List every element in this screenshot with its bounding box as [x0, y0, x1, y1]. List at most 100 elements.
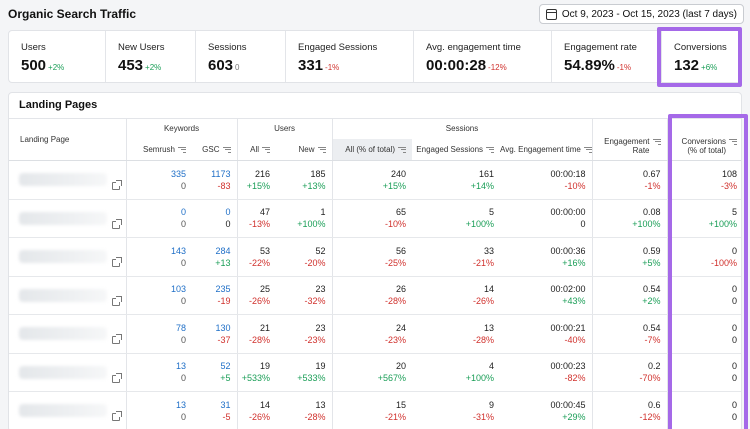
sort-icon[interactable]: [262, 146, 270, 153]
landing-page-cell[interactable]: [9, 353, 126, 392]
all-value: 47: [259, 207, 270, 218]
column-label: New: [298, 144, 315, 154]
table-row[interactable]: 335 0 1173 -83 216 +15% 185 +13% 240 +15% 161 +14% 0…: [9, 160, 741, 200]
external-link-icon[interactable]: [111, 411, 122, 421]
gsc-value[interactable]: 235: [215, 284, 231, 295]
kpi-label: New Users: [118, 42, 165, 53]
new-cell: 185 +13%: [276, 160, 333, 200]
avg-engagement-time-header[interactable]: Avg. Engagement time: [500, 138, 593, 161]
table-row[interactable]: 0 0 0 0 47 -13% 1 +100% 65 -10% 5 +100% 00:00:00 0 0.0…: [9, 199, 741, 238]
landing-page-url-redacted[interactable]: [19, 211, 107, 225]
all-value: 14: [259, 399, 270, 410]
semrush-value[interactable]: 13: [175, 361, 186, 372]
gsc-cell: 31 -5: [192, 391, 237, 429]
external-link-icon[interactable]: [111, 180, 122, 190]
sort-icon[interactable]: [486, 146, 495, 153]
time-delta: -82%: [564, 373, 586, 384]
time-delta: +43%: [562, 296, 586, 307]
sort-icon[interactable]: [317, 146, 326, 153]
landing-page-url-redacted[interactable]: [19, 365, 107, 379]
gsc-delta: -5: [222, 411, 231, 422]
engagement-rate-header[interactable]: Engagement Rate: [591, 118, 668, 161]
sort-icon[interactable]: [652, 138, 661, 145]
semrush-value[interactable]: 143: [170, 245, 186, 256]
landing-page-cell[interactable]: [9, 391, 126, 429]
eng-cell: 4 +100%: [412, 353, 501, 392]
sess-cell: 24 -23%: [331, 314, 413, 354]
table-row[interactable]: 13 0 31 -5 14 -26% 13 -28% 15 -21% 9 -31% 00:00:45 +2…: [9, 391, 741, 429]
table-row[interactable]: 143 0 284 +13 53 -22% 52 -20% 56 -25% 33 -21% 00:00:…: [9, 237, 741, 277]
date-range-picker[interactable]: Oct 9, 2023 - Oct 15, 2023 (last 7 days): [538, 4, 744, 24]
gsc-value[interactable]: 31: [220, 399, 231, 410]
semrush-delta: 0: [180, 411, 186, 422]
landing-pages-table: Landing Page Keywords Users Sessions Eng…: [9, 118, 741, 429]
kpi-summary: Users 500 +2% New Users 453 +2% Sessions 6…: [8, 30, 742, 83]
conv-delta: 0: [732, 334, 738, 345]
external-link-icon[interactable]: [111, 218, 122, 229]
rate-value: 0.6: [648, 399, 661, 410]
rate-value: 0.54: [642, 284, 661, 295]
table-row[interactable]: 78 0 130 -37 21 -28% 23 -23% 24 -23% 13 -28% 00:00:2…: [9, 314, 741, 354]
all-value: 53: [259, 245, 270, 256]
engaged-sessions-header[interactable]: Engaged Sessions: [412, 138, 501, 161]
table-row[interactable]: 103 0 235 -19 25 -26% 23 -32% 26 -28% 14 -26% 00:02:…: [9, 276, 741, 315]
column-label: Semrush: [142, 144, 175, 154]
landing-page-cell[interactable]: [9, 314, 126, 354]
external-link-icon[interactable]: [111, 295, 122, 306]
eng-delta: -28%: [473, 334, 495, 345]
landing-page-cell[interactable]: [9, 199, 126, 238]
all-value: 21: [259, 322, 270, 333]
sess-cell: 240 +15%: [331, 160, 413, 200]
landing-page-cell[interactable]: [9, 160, 126, 200]
gsc-value[interactable]: 52: [220, 361, 231, 372]
sess-value: 26: [396, 284, 407, 295]
gsc-value[interactable]: 284: [215, 245, 231, 256]
all-value: 25: [259, 284, 270, 295]
sort-icon[interactable]: [222, 146, 231, 153]
time-value: 00:00:45: [550, 399, 586, 410]
landing-page-url-redacted[interactable]: [19, 404, 107, 418]
external-link-icon[interactable]: [111, 257, 122, 267]
sort-icon[interactable]: [178, 146, 186, 153]
landing-page-url-redacted[interactable]: [19, 288, 107, 302]
semrush-value[interactable]: 78: [175, 322, 186, 333]
sessions-all-header[interactable]: All (% of total): [331, 138, 413, 161]
sess-value: 24: [396, 322, 407, 333]
gsc-header[interactable]: GSC: [192, 138, 237, 161]
new-value: 185: [310, 168, 326, 179]
users-all-header[interactable]: All: [236, 138, 276, 161]
conversions-header[interactable]: Conversions (% of total): [666, 118, 741, 161]
new-delta: +533%: [297, 373, 326, 384]
new-cell: 23 -23%: [276, 314, 333, 354]
gsc-delta: -37: [217, 334, 231, 345]
users-new-header[interactable]: New: [276, 138, 333, 161]
landing-page-cell[interactable]: [9, 276, 126, 315]
section-title: Landing Pages: [19, 99, 98, 111]
table-row[interactable]: 13 0 52 +5 19 +533% 19 +533% 20 +567% 4 +100% 00:00:…: [9, 353, 741, 392]
semrush-value[interactable]: 0: [180, 207, 186, 218]
semrush-value[interactable]: 13: [175, 399, 186, 410]
sort-icon[interactable]: [729, 138, 738, 145]
semrush-delta: 0: [180, 180, 186, 191]
calendar-icon: [545, 8, 557, 20]
landing-page-url-redacted[interactable]: [19, 173, 107, 187]
external-link-icon[interactable]: [111, 372, 122, 383]
semrush-header[interactable]: Semrush: [125, 138, 192, 161]
sort-icon[interactable]: [398, 146, 407, 153]
landing-page-url-redacted[interactable]: [19, 327, 107, 341]
conv-value: 0: [732, 322, 738, 333]
time-value: 00:00:21: [550, 322, 586, 333]
all-delta: -26%: [248, 411, 270, 422]
landing-page-cell[interactable]: [9, 237, 126, 277]
conv-delta: 0: [732, 296, 738, 307]
semrush-value[interactable]: 103: [170, 284, 186, 295]
external-link-icon[interactable]: [111, 334, 122, 344]
gsc-value[interactable]: 1173: [211, 168, 231, 179]
semrush-value[interactable]: 335: [170, 168, 186, 179]
gsc-value[interactable]: 130: [215, 322, 231, 333]
conv-value: 0: [732, 284, 738, 295]
gsc-value[interactable]: 0: [225, 207, 231, 218]
landing-page-url-redacted[interactable]: [19, 250, 107, 264]
sort-icon[interactable]: [583, 146, 592, 153]
